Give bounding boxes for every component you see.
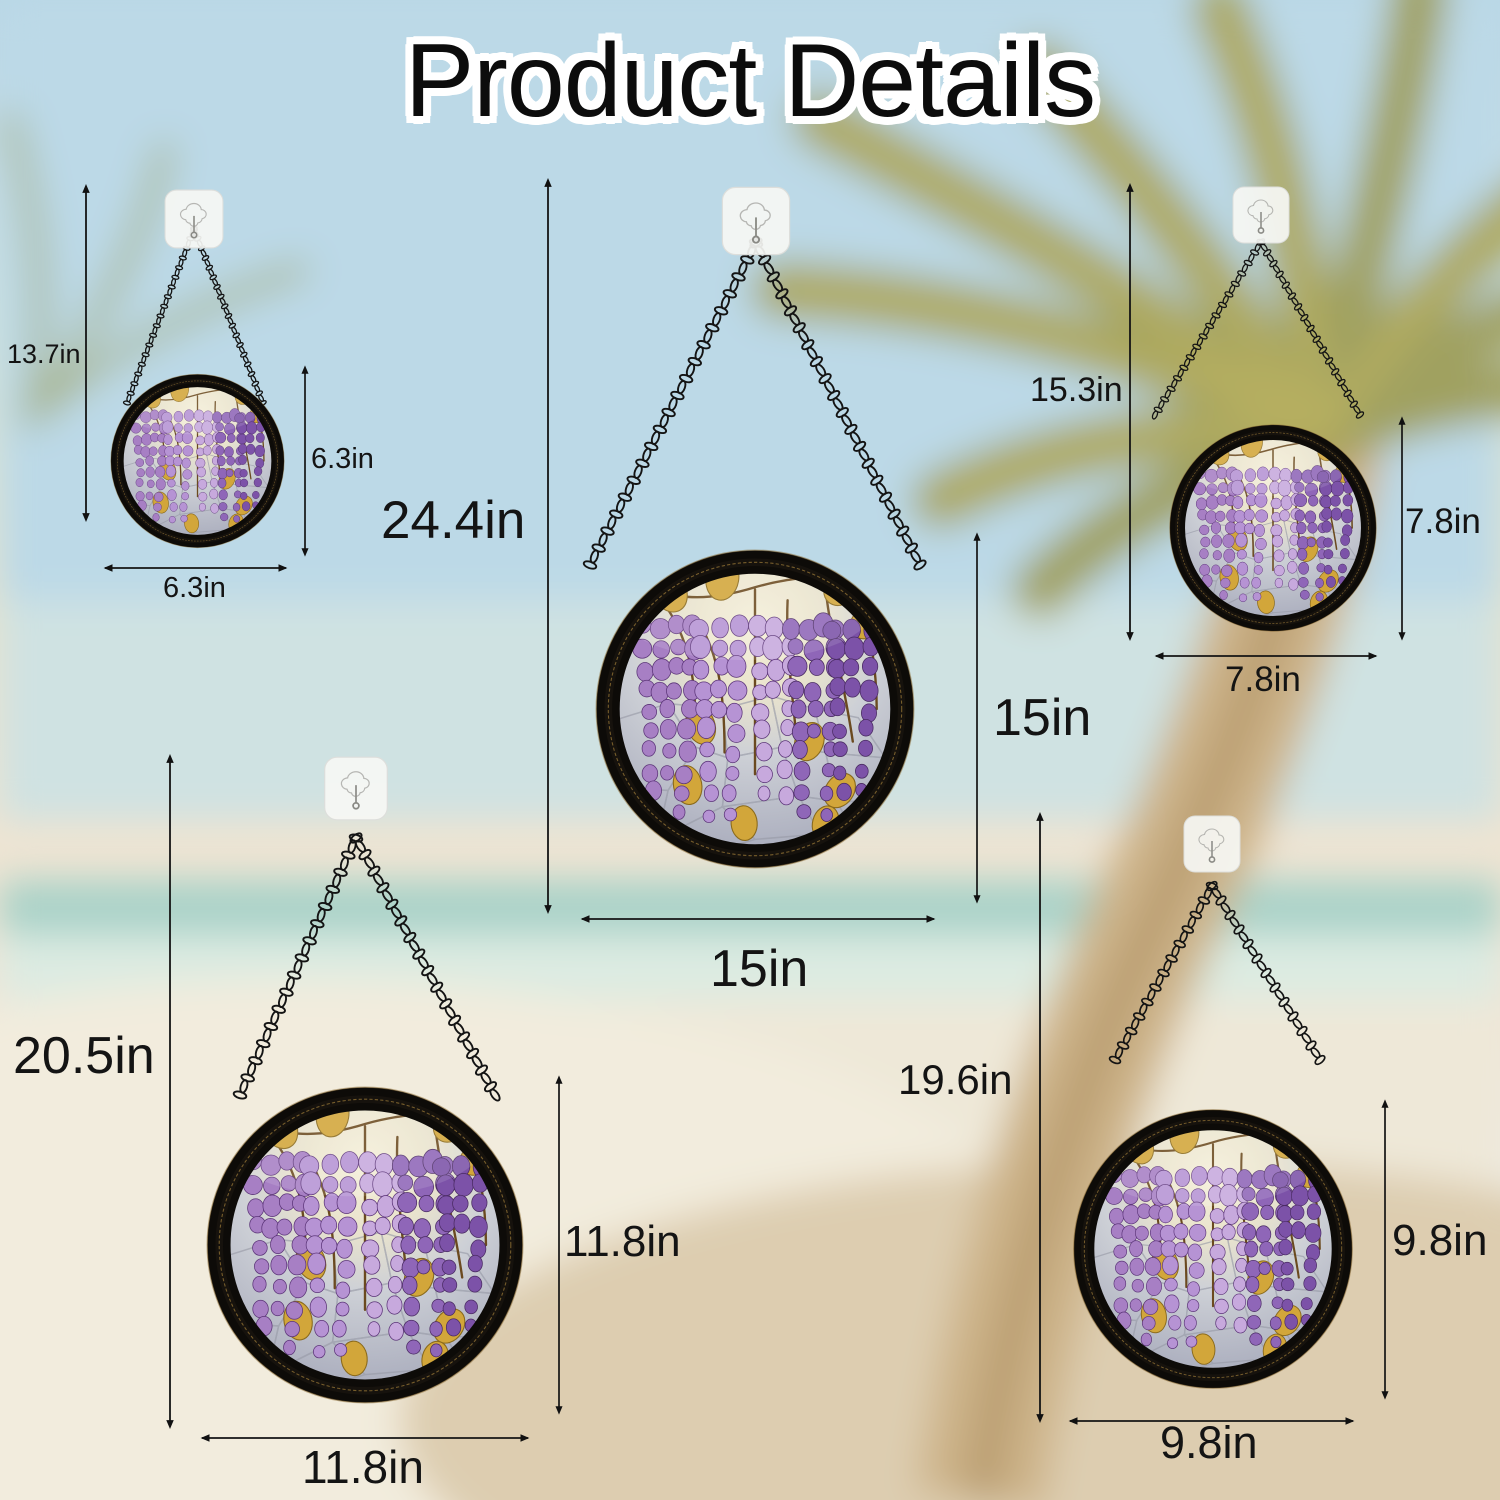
svg-text:6.3in: 6.3in: [311, 443, 374, 475]
svg-text:24.4in: 24.4in: [381, 491, 525, 550]
svg-text:7.8in: 7.8in: [1225, 660, 1301, 699]
svg-text:15in: 15in: [710, 940, 808, 998]
svg-text:15.3in: 15.3in: [1030, 371, 1123, 409]
svg-text:19.6in: 19.6in: [898, 1056, 1012, 1103]
svg-text:13.7in: 13.7in: [7, 339, 81, 369]
svg-text:9.8in: 9.8in: [1392, 1216, 1487, 1265]
svg-text:11.8in: 11.8in: [302, 1441, 424, 1493]
svg-text:7.8in: 7.8in: [1405, 502, 1481, 541]
svg-text:20.5in: 20.5in: [13, 1027, 155, 1085]
svg-text:6.3in: 6.3in: [163, 572, 226, 604]
svg-text:11.8in: 11.8in: [564, 1217, 681, 1266]
svg-text:9.8in: 9.8in: [1160, 1417, 1258, 1468]
svg-text:15in: 15in: [993, 689, 1091, 747]
